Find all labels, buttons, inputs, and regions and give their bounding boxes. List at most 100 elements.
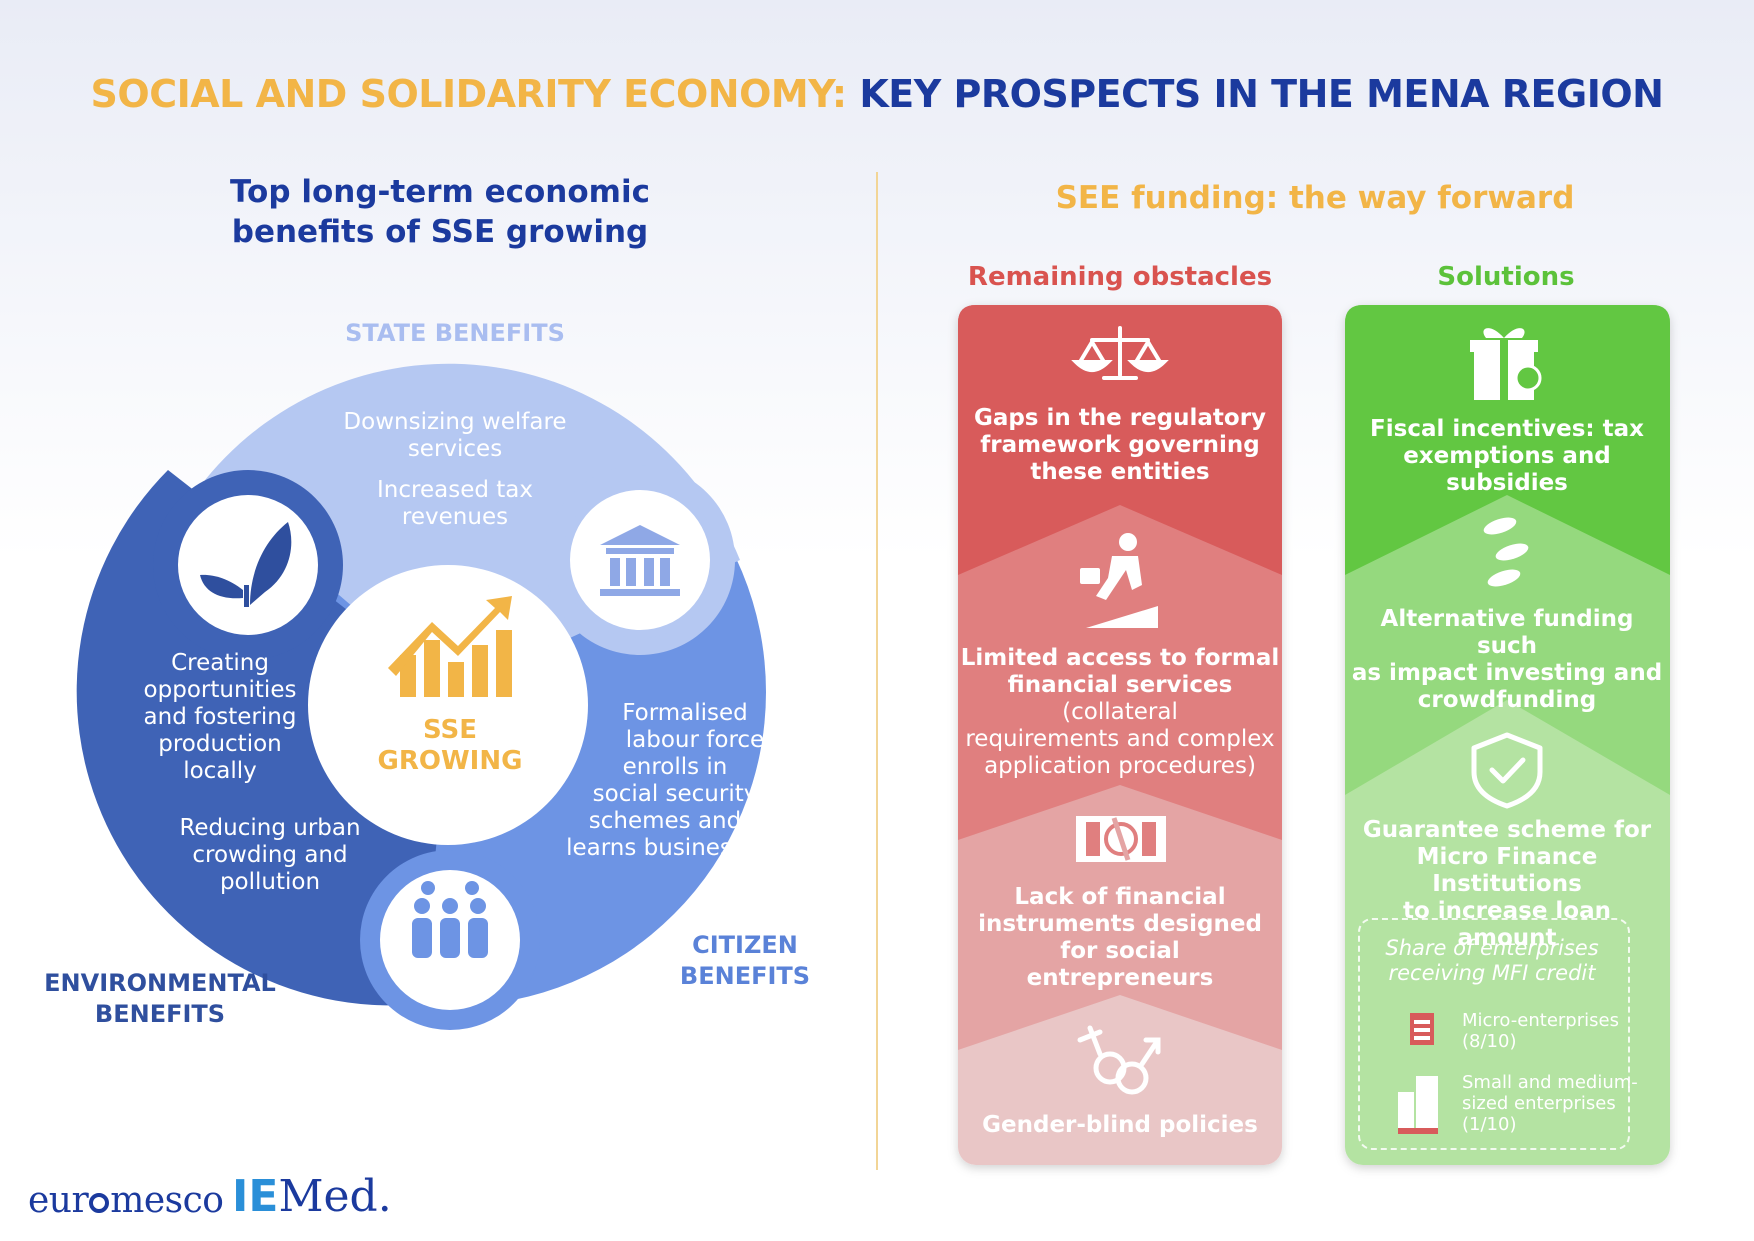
- obstacle-2-line-3: requirements and complex: [965, 726, 1275, 752]
- sse-label-line-1: SSE: [422, 715, 478, 745]
- obstacles-heading: Remaining obstacles: [967, 262, 1273, 292]
- citizen-item-line-3: enrolls in: [622, 754, 728, 780]
- center-circle: [308, 565, 588, 845]
- shield-check-icon: [1471, 732, 1543, 809]
- mfi-title-line-2: receiving MFI credit: [1388, 961, 1596, 985]
- obstacle-2-line-4: application procedures): [984, 753, 1256, 779]
- solutions-heading: Solutions: [1437, 262, 1575, 292]
- state-item-2: Increased tax revenues: [330, 477, 580, 531]
- left-heading-line-1: Top long-term economic: [230, 174, 650, 210]
- env-label-line-2: BENEFITS: [94, 1000, 226, 1028]
- iemed-logo: IEMed.: [232, 1171, 392, 1222]
- left-heading: Top long-term economic benefits of SSE g…: [200, 172, 680, 252]
- citizen-item-line-1: Formalised: [622, 700, 748, 726]
- businessman-climbing-icon: [1080, 533, 1158, 628]
- mfi-title-line-1: Share of enterprises: [1385, 936, 1599, 960]
- env-item-1-line-4: production: [158, 731, 282, 757]
- obstacle-band-1: [958, 305, 1282, 575]
- solution-2-line-2: as impact investing and: [1351, 660, 1663, 686]
- right-heading: SEE funding: the way forward: [1055, 180, 1575, 216]
- obstacle-1-line-2: framework governing: [980, 432, 1260, 458]
- euromesco-logo: eur mesco: [28, 1180, 224, 1221]
- solution-fiscal-incentives: Fiscal incentives: tax exemptions and su…: [1350, 416, 1664, 497]
- environmental-item-2: Reducing urban crowding and pollution: [170, 815, 370, 896]
- euromesco-eye-icon: [89, 1193, 110, 1213]
- obstacle-4-line-1: Gender-blind policies: [982, 1112, 1258, 1138]
- citizen-item-line-5: schemes and: [588, 808, 742, 834]
- solution-3-line-2: Micro Finance Institutions: [1416, 844, 1598, 897]
- obstacle-limited-access: Limited access to formal financial servi…: [960, 645, 1280, 780]
- citizen-item-line-2: labour force: [625, 727, 765, 753]
- iemed-logo-part-1: IE: [232, 1171, 279, 1222]
- state-item-1: Downsizing welfare services: [330, 409, 580, 463]
- obstacle-2-line-2: financial services: [1007, 672, 1233, 698]
- page-title: SOCIAL AND SOLIDARITY ECONOMY: KEY PROSP…: [0, 72, 1754, 116]
- solution-3-line-1: Guarantee scheme for: [1362, 817, 1652, 843]
- env-item-1-line-5: locally: [183, 758, 257, 784]
- sse-growing-label: SSE GROWING: [370, 715, 530, 777]
- mfi-small-medium-enterprises: Small and medium- sized enterprises (1/1…: [1462, 1072, 1642, 1135]
- leaf-icon: [200, 522, 292, 607]
- env-item-2-line-3: pollution: [219, 869, 321, 895]
- environmental-item-1: Creating opportunities and fostering pro…: [130, 650, 310, 785]
- env-item-1-line-1: Creating: [171, 650, 269, 676]
- mfi-sme-line-3: (1/10): [1462, 1114, 1517, 1135]
- citizen-item-line-6: learns business: [566, 835, 744, 861]
- state-item-2-line-2: revenues: [401, 504, 509, 530]
- coins-icon: [1483, 517, 1529, 587]
- state-item-1-line-1: Downsizing welfare: [343, 409, 567, 435]
- obstacle-1-line-3: these entities: [1030, 459, 1210, 485]
- title-part-1: SOCIAL AND SOLIDARITY ECONOMY:: [90, 72, 848, 116]
- micro-enterprise-icon: [1410, 1013, 1434, 1045]
- obstacle-2-line-1: Limited access to formal: [960, 645, 1280, 671]
- obstacle-regulatory-gaps: Gaps in the regulatory framework governi…: [968, 405, 1272, 486]
- state-benefits-label: STATE BENEFITS: [345, 319, 565, 347]
- obstacle-gender-blind: Gender-blind policies: [968, 1112, 1272, 1139]
- citizen-item: Formalised labour force enrolls in socia…: [515, 700, 815, 862]
- solution-alternative-funding: Alternative funding such as impact inves…: [1350, 606, 1664, 714]
- people-icon: [412, 881, 488, 958]
- state-item-2-line-1: Increased tax: [377, 477, 533, 503]
- citizen-item-line-4: social security: [592, 781, 758, 807]
- citizen-label-line-1: CITIZEN: [692, 931, 798, 959]
- mfi-sme-line-2: sized enterprises: [1462, 1093, 1616, 1114]
- gift-percent-icon: [1470, 328, 1542, 400]
- vertical-divider: [876, 172, 878, 1170]
- growth-chart-icon: [388, 596, 512, 697]
- env-item-1-line-3: and fostering: [143, 704, 297, 730]
- euromesco-logo-part-2: mesco: [110, 1180, 224, 1221]
- mfi-credit-box: [1358, 918, 1630, 1150]
- citizen-benefits-label: CITIZEN BENEFITS: [660, 930, 830, 992]
- scales-icon: [1071, 326, 1169, 380]
- env-item-2-line-2: crowding and: [192, 842, 348, 868]
- mfi-micro-line-2: (8/10): [1462, 1031, 1517, 1052]
- obstacle-lack-of-instruments: Lack of financial instruments designed f…: [968, 884, 1272, 992]
- env-item-2-line-1: Reducing urban: [179, 815, 361, 841]
- solution-band-1: [1345, 305, 1670, 575]
- gender-symbols-icon: [1077, 1025, 1161, 1095]
- obstacle-3-line-2: instruments designed: [978, 911, 1262, 937]
- solution-2-line-3: crowdfunding: [1417, 687, 1597, 713]
- env-item-1-line-2: opportunities: [143, 677, 297, 703]
- solution-2-line-1: Alternative funding such: [1380, 606, 1634, 659]
- mfi-micro-enterprises: Micro-enterprises (8/10): [1462, 1010, 1632, 1052]
- env-label-line-1: ENVIRONMENTAL: [44, 969, 276, 997]
- mfi-credit-title: Share of enterprises receiving MFI credi…: [1360, 936, 1624, 986]
- bank-icon: [600, 525, 680, 596]
- solution-1-line-2: exemptions and subsidies: [1403, 443, 1611, 496]
- benefits-cycle-diagram: [76, 363, 766, 1030]
- state-item-1-line-2: services: [407, 436, 503, 462]
- obstacle-3-line-3: for social entrepreneurs: [1026, 938, 1214, 991]
- iemed-logo-part-2: Med.: [278, 1171, 392, 1222]
- sse-label-line-2: GROWING: [377, 746, 523, 776]
- obstacle-1-line-1: Gaps in the regulatory: [973, 405, 1267, 431]
- environmental-benefits-label: ENVIRONMENTAL BENEFITS: [30, 968, 290, 1030]
- citizen-label-line-2: BENEFITS: [679, 962, 811, 990]
- obstacle-2-line-2-normal: (collateral: [1062, 699, 1178, 725]
- obstacle-3-line-1: Lack of financial: [1014, 884, 1226, 910]
- sme-building-icon: [1398, 1076, 1438, 1134]
- mfi-micro-line-1: Micro-enterprises: [1462, 1010, 1619, 1031]
- mfi-sme-line-1: Small and medium-: [1462, 1072, 1638, 1093]
- euromesco-logo-part-1: eur: [28, 1180, 89, 1221]
